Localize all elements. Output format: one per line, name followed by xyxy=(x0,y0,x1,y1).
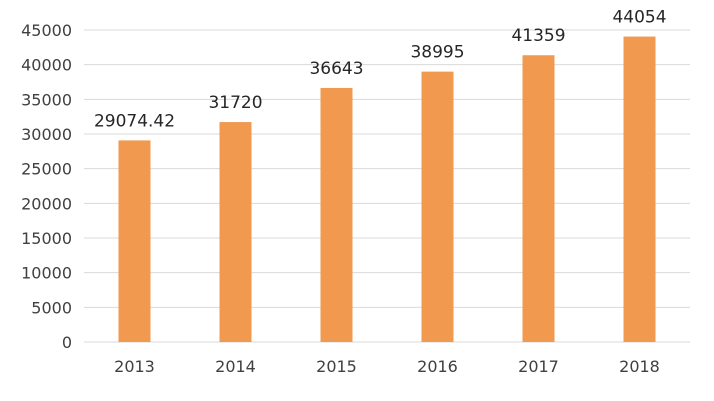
x-tick-label: 2018 xyxy=(619,357,660,376)
data-label: 36643 xyxy=(309,59,363,79)
bar xyxy=(623,36,656,343)
y-tick-label: 0 xyxy=(62,333,72,352)
data-label: 41359 xyxy=(511,26,565,46)
x-tick-label: 2013 xyxy=(114,357,155,376)
bars xyxy=(118,36,656,343)
bar xyxy=(320,87,353,342)
data-label: 29074.42 xyxy=(94,111,175,131)
y-tick-label: 25000 xyxy=(21,160,72,179)
y-tick-label: 45000 xyxy=(21,21,72,40)
bar xyxy=(522,55,555,343)
y-tick-label: 30000 xyxy=(21,125,72,144)
y-tick-label: 15000 xyxy=(21,229,72,248)
x-axis-tick-labels: 2013 2014 2015 2016 2017 2018 xyxy=(114,357,660,376)
bar xyxy=(219,122,252,342)
data-label: 31720 xyxy=(208,93,262,113)
data-labels: 29074.42 31720 36643 38995 41359 44054 xyxy=(94,8,667,132)
x-tick-label: 2016 xyxy=(417,357,458,376)
y-tick-label: 35000 xyxy=(21,90,72,109)
x-tick-label: 2017 xyxy=(518,357,559,376)
y-tick-label: 5000 xyxy=(31,298,72,317)
gridlines xyxy=(84,29,690,343)
x-tick-label: 2015 xyxy=(316,357,357,376)
y-axis-tick-labels: 0 5000 10000 15000 20000 25000 30000 35000 40000… xyxy=(21,21,72,352)
y-tick-label: 20000 xyxy=(21,194,72,213)
y-tick-label: 10000 xyxy=(21,264,72,283)
bar xyxy=(118,140,151,342)
x-tick-label: 2014 xyxy=(215,357,256,376)
bar xyxy=(421,71,454,342)
data-label: 38995 xyxy=(410,43,464,63)
data-label: 44054 xyxy=(612,8,666,28)
y-tick-label: 40000 xyxy=(21,56,72,75)
